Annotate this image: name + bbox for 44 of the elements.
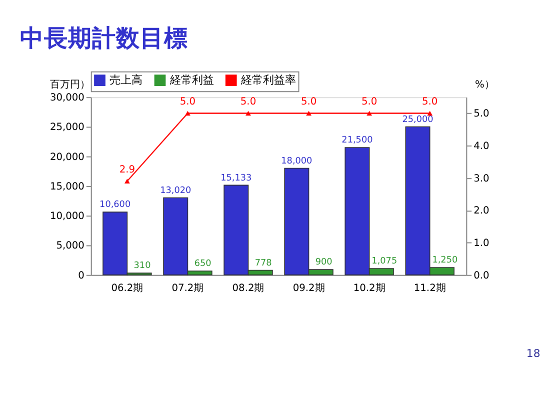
data-label: 10,600 <box>100 200 131 210</box>
chart-title: 中長期計数目標 <box>20 24 188 52</box>
y2-tick-label: 1.0 <box>474 238 490 250</box>
data-label: 25,000 <box>402 114 434 125</box>
data-label: 5.0 <box>240 96 256 108</box>
data-label: 310 <box>134 261 152 272</box>
data-label: 18,000 <box>281 156 313 166</box>
data-label: 13,020 <box>160 186 192 196</box>
y2-tick-label: 5.0 <box>474 108 490 120</box>
x-tick-label: 07.2期 <box>172 282 204 294</box>
y2-tick-label: 0.0 <box>474 270 490 282</box>
data-label: 21,500 <box>342 136 374 146</box>
y-tick-label: 15,000 <box>50 181 84 192</box>
data-label: 5.0 <box>361 96 378 108</box>
y2-tick-label: 2.0 <box>474 206 490 217</box>
data-label: 650 <box>194 259 212 270</box>
y2-tick-label: 3.0 <box>474 173 490 184</box>
data-label: 5.0 <box>180 96 196 108</box>
y-tick-label: 20,000 <box>50 152 84 163</box>
y-tick-label: 30,000 <box>50 92 84 104</box>
text: 18 <box>526 346 540 360</box>
y2-axis-title: %） <box>474 80 494 91</box>
x-tick-label: 06.2期 <box>111 282 144 294</box>
y-tick-label: 10,000 <box>50 211 84 222</box>
data-label: 15,133 <box>220 173 252 184</box>
data-label: 2.9 <box>119 164 136 176</box>
x-tick-label: 09.2期 <box>292 282 325 294</box>
x-tick-label: 08.2期 <box>232 282 264 294</box>
y-tick-label: 25,000 <box>50 122 84 134</box>
data-label: 900 <box>315 258 333 268</box>
data-label: 778 <box>254 258 272 268</box>
x-tick-label: 10.2期 <box>353 282 386 294</box>
x-tick-label: 11.2期 <box>414 282 446 294</box>
legend-label: 経常利益率 <box>240 73 296 86</box>
y-axis-title: 百万円） <box>50 80 90 91</box>
y-tick-label: 5,000 <box>56 240 84 252</box>
y-tick-label: 0 <box>78 270 84 282</box>
data-label: 5.0 <box>422 96 438 108</box>
data-label: 1,250 <box>432 256 458 266</box>
legend-label: 経常利益 <box>168 73 214 86</box>
data-label: 1,075 <box>372 256 398 267</box>
y2-tick-label: 4.0 <box>474 141 490 152</box>
legend-label: 売上高 <box>110 73 143 86</box>
data-label: 5.0 <box>300 96 317 108</box>
